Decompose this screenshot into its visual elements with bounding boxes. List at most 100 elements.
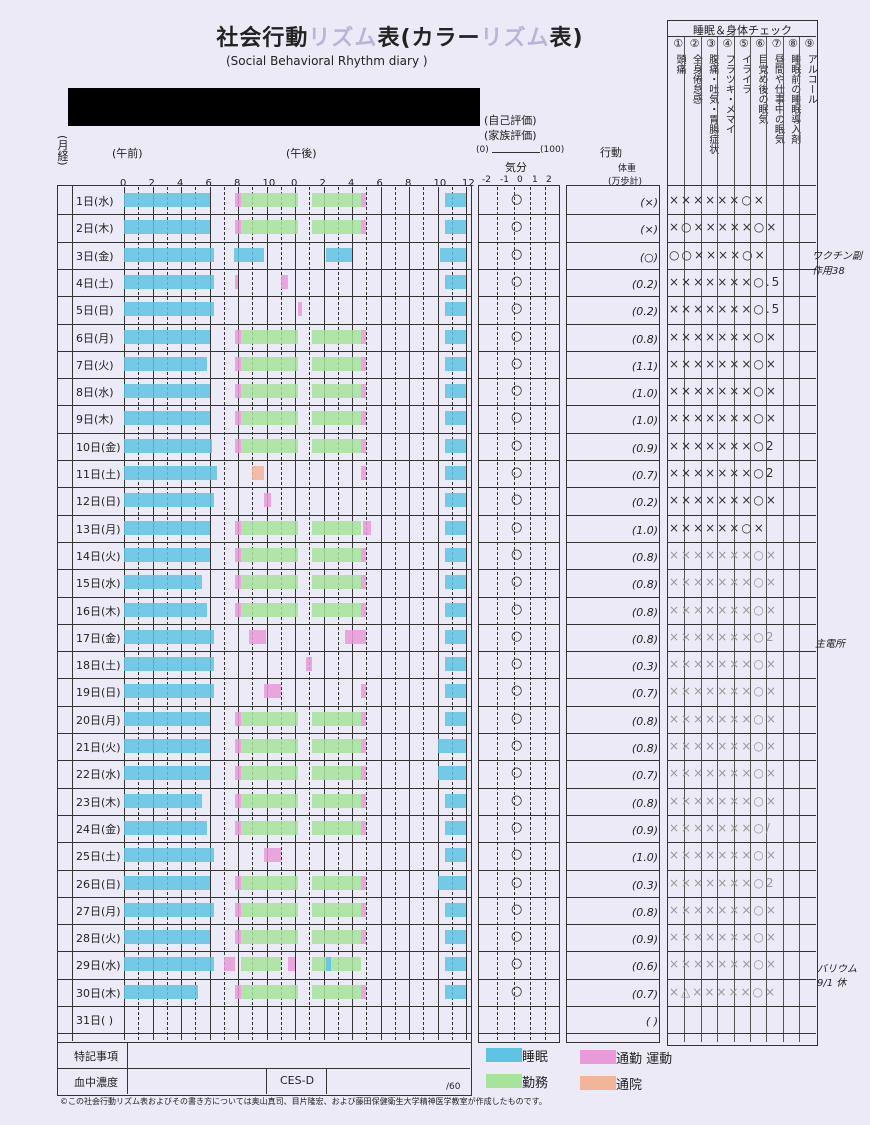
row-line bbox=[57, 842, 471, 844]
activity-bar-work bbox=[240, 520, 298, 535]
activity-bar-work bbox=[240, 329, 298, 344]
activity-bar-sleep bbox=[124, 766, 210, 781]
activity-bar-sleep bbox=[444, 902, 466, 917]
scale-left: (0) bbox=[476, 145, 489, 155]
row-line bbox=[57, 896, 471, 898]
row-line bbox=[566, 651, 660, 653]
month-label: (月経) bbox=[56, 135, 69, 166]
activity-bar-sleep bbox=[437, 875, 466, 890]
month-col-line bbox=[72, 185, 73, 1041]
page-title: 社会行動リズム表(カラーリズム表) bbox=[216, 26, 584, 51]
page-subtitle: (Social Behavioral Rhythm diary ) bbox=[226, 54, 428, 68]
mood-gridline bbox=[514, 187, 515, 1040]
row-line bbox=[566, 405, 660, 407]
activity-bar-commute bbox=[306, 657, 313, 672]
row-line bbox=[668, 487, 816, 489]
activity-bar-work bbox=[312, 793, 361, 808]
activity-bar-work bbox=[240, 575, 298, 590]
row-line bbox=[566, 842, 660, 844]
row-line bbox=[478, 678, 560, 680]
activity-bar-hospital bbox=[252, 466, 264, 480]
check-col-label: 頭痛 bbox=[674, 54, 685, 74]
mood-tick-m2: -2 bbox=[482, 175, 491, 185]
hour-gridline bbox=[409, 187, 410, 1040]
mood-mark: ○ bbox=[511, 301, 523, 317]
row-line bbox=[668, 814, 816, 816]
day-label: 15日(水) bbox=[76, 577, 121, 591]
row-line bbox=[478, 651, 560, 653]
activity-bar-sleep bbox=[124, 575, 203, 590]
row-line bbox=[478, 760, 560, 762]
activity-bar-sleep bbox=[444, 384, 466, 399]
hour-tick: 8 bbox=[234, 178, 241, 189]
weight-value: (0.8) bbox=[631, 742, 658, 755]
row-line bbox=[57, 323, 471, 325]
day-label: 20日(月) bbox=[76, 713, 121, 727]
check-col-label: 昼間や仕事中の眠気 bbox=[772, 54, 784, 144]
footer-divider bbox=[57, 1068, 470, 1069]
activity-bar-commute bbox=[235, 820, 241, 835]
day-label: 5日(日) bbox=[76, 304, 114, 318]
activity-bar-work bbox=[240, 547, 298, 562]
check-marks: ×××××××○× bbox=[669, 329, 778, 344]
day-label: 8日(水) bbox=[76, 386, 114, 400]
activity-bar-commute bbox=[235, 711, 241, 726]
activity-bar-commute bbox=[235, 930, 241, 945]
note-day29: バリウム bbox=[817, 964, 857, 975]
row-line bbox=[566, 541, 660, 543]
day-label: 14日(火) bbox=[76, 549, 121, 563]
row-line bbox=[668, 323, 816, 325]
cesd-divider-b bbox=[326, 1068, 327, 1094]
row-line bbox=[668, 241, 816, 243]
row-line bbox=[668, 951, 816, 953]
mood-label: 気分 bbox=[505, 161, 527, 174]
row-line bbox=[478, 323, 560, 325]
row-line bbox=[57, 733, 471, 734]
weight-value: (0.3) bbox=[631, 878, 658, 892]
check-col-line bbox=[684, 36, 686, 1042]
weight-value: (0.6) bbox=[631, 960, 658, 974]
activity-bar-work bbox=[240, 875, 298, 890]
activity-bar-sleep bbox=[124, 274, 214, 289]
cesd-divider-a bbox=[266, 1068, 267, 1094]
row-line bbox=[566, 1033, 660, 1035]
activity-bar-sleep bbox=[124, 466, 217, 480]
activity-bar-commute bbox=[235, 356, 241, 371]
row-line bbox=[478, 924, 560, 926]
row-line bbox=[566, 268, 660, 270]
activity-bar-sleep bbox=[124, 984, 199, 999]
row-line bbox=[478, 405, 560, 407]
check-num: ⑧ bbox=[788, 37, 798, 50]
row-line bbox=[668, 678, 816, 680]
row-line bbox=[57, 705, 471, 707]
weight-value: (0.8) bbox=[631, 632, 658, 646]
row-line bbox=[57, 596, 471, 598]
activity-bar-sleep bbox=[444, 984, 466, 999]
activity-bar-sleep bbox=[124, 820, 207, 835]
day-label: 27日(月) bbox=[76, 904, 121, 918]
row-line bbox=[478, 623, 560, 625]
activity-bar-commute bbox=[360, 466, 367, 480]
cesd-label: CES-D bbox=[280, 1074, 315, 1087]
activity-bar-sleep bbox=[444, 848, 466, 863]
row-line bbox=[57, 978, 471, 980]
activity-bar-work bbox=[312, 329, 361, 344]
row-line bbox=[57, 405, 471, 407]
activity-bar-sleep bbox=[444, 930, 466, 945]
day-label: 7日(火) bbox=[76, 358, 114, 372]
row-line bbox=[478, 1006, 560, 1007]
weight-value: ( ) bbox=[645, 1015, 658, 1028]
legend-sleep-label: 睡眠 bbox=[522, 1050, 549, 1065]
row-line bbox=[478, 514, 560, 516]
check-col-line bbox=[766, 36, 768, 1042]
check-col-label: 目覚め後の眠気 bbox=[756, 54, 767, 124]
row-line bbox=[57, 678, 471, 680]
activity-bar-sleep bbox=[124, 848, 214, 863]
row-line bbox=[478, 869, 560, 871]
self-eval-label: (自己評価) bbox=[484, 114, 537, 127]
mood-mark: ○ bbox=[511, 383, 523, 399]
activity-bar-work bbox=[312, 984, 361, 999]
hour-gridline bbox=[366, 187, 368, 1040]
activity-bar-commute bbox=[263, 684, 281, 699]
row-line bbox=[478, 596, 560, 598]
